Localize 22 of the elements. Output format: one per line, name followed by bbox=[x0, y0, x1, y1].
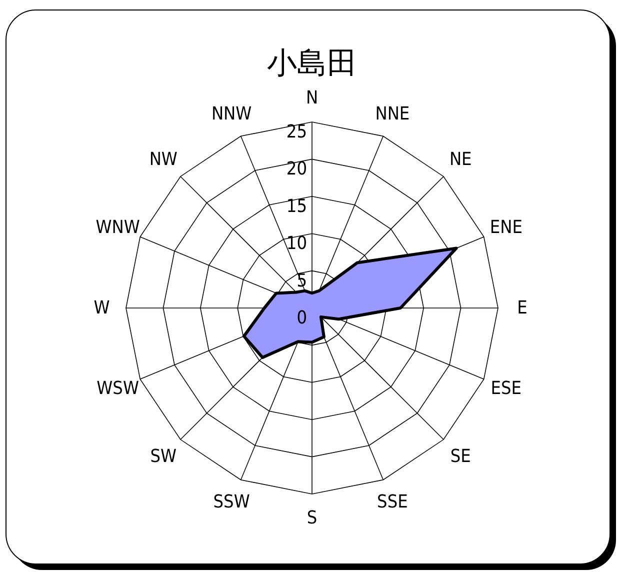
y-tick-label: 15 bbox=[286, 196, 307, 217]
spoke-label: SE bbox=[450, 446, 471, 468]
spoke-label: E bbox=[517, 298, 528, 318]
spoke-label: SSW bbox=[213, 492, 250, 513]
spoke-label: WNW bbox=[96, 217, 140, 238]
spoke-label: ENE bbox=[490, 217, 522, 238]
spoke-label: NW bbox=[149, 148, 178, 170]
spoke-label: N bbox=[306, 87, 318, 108]
spoke-label: NNE bbox=[375, 103, 410, 124]
spoke-label: W bbox=[94, 298, 110, 318]
y-tick-label: 25 bbox=[286, 122, 307, 142]
spoke-label: ESE bbox=[490, 378, 522, 399]
spoke-label: SW bbox=[150, 446, 177, 468]
spoke-label: WSW bbox=[96, 378, 139, 399]
y-tick-label: 20 bbox=[286, 158, 307, 180]
chart-title: 小島田 bbox=[267, 46, 357, 81]
spoke-label: SSE bbox=[377, 492, 408, 513]
y-tick-label: 10 bbox=[286, 233, 307, 254]
y-tick-label: 0 bbox=[296, 308, 307, 328]
spoke-label: NE bbox=[449, 148, 472, 170]
spoke-label: NNW bbox=[211, 103, 252, 124]
spoke-label: S bbox=[306, 508, 318, 529]
